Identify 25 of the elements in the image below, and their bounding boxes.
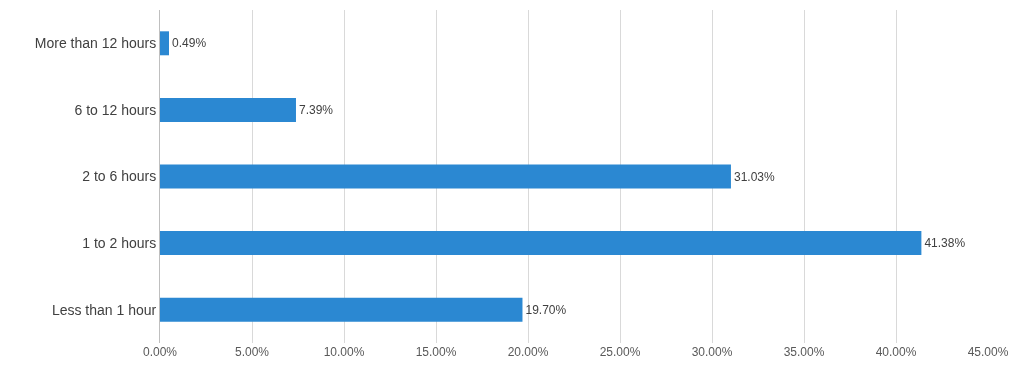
- data-label: 31.03%: [733, 169, 775, 184]
- bar: [160, 231, 922, 256]
- data-label: 7.39%: [298, 102, 334, 117]
- x-tick-label: 25.00%: [599, 345, 641, 359]
- y-tick-label: Less than 1 hour: [51, 301, 157, 318]
- bar: [160, 97, 296, 122]
- x-tick-label: 10.00%: [323, 345, 365, 359]
- y-tick-label: 2 to 6 hours: [82, 168, 157, 185]
- data-label: 41.38%: [924, 236, 966, 251]
- y-tick-label: 1 to 2 hours: [82, 235, 157, 251]
- x-tick-label: 45.00%: [967, 345, 1009, 359]
- y-tick-label: 6 to 12 hours: [74, 101, 157, 118]
- x-tick-label: 35.00%: [783, 345, 825, 359]
- x-tick-label: 5.00%: [234, 345, 270, 359]
- x-tick-label: 0.00%: [142, 345, 178, 359]
- data-label: 0.49%: [172, 36, 207, 51]
- x-tick-label: 30.00%: [691, 345, 733, 359]
- y-tick-label: More than 12 hours: [34, 35, 157, 52]
- x-tick-label: 20.00%: [507, 345, 549, 359]
- bar: [160, 297, 523, 322]
- bar: [160, 31, 170, 56]
- bar: [160, 164, 731, 189]
- x-tick-label: 40.00%: [875, 345, 917, 359]
- x-tick-label: 15.00%: [415, 345, 457, 359]
- data-label: 19.70%: [525, 302, 567, 317]
